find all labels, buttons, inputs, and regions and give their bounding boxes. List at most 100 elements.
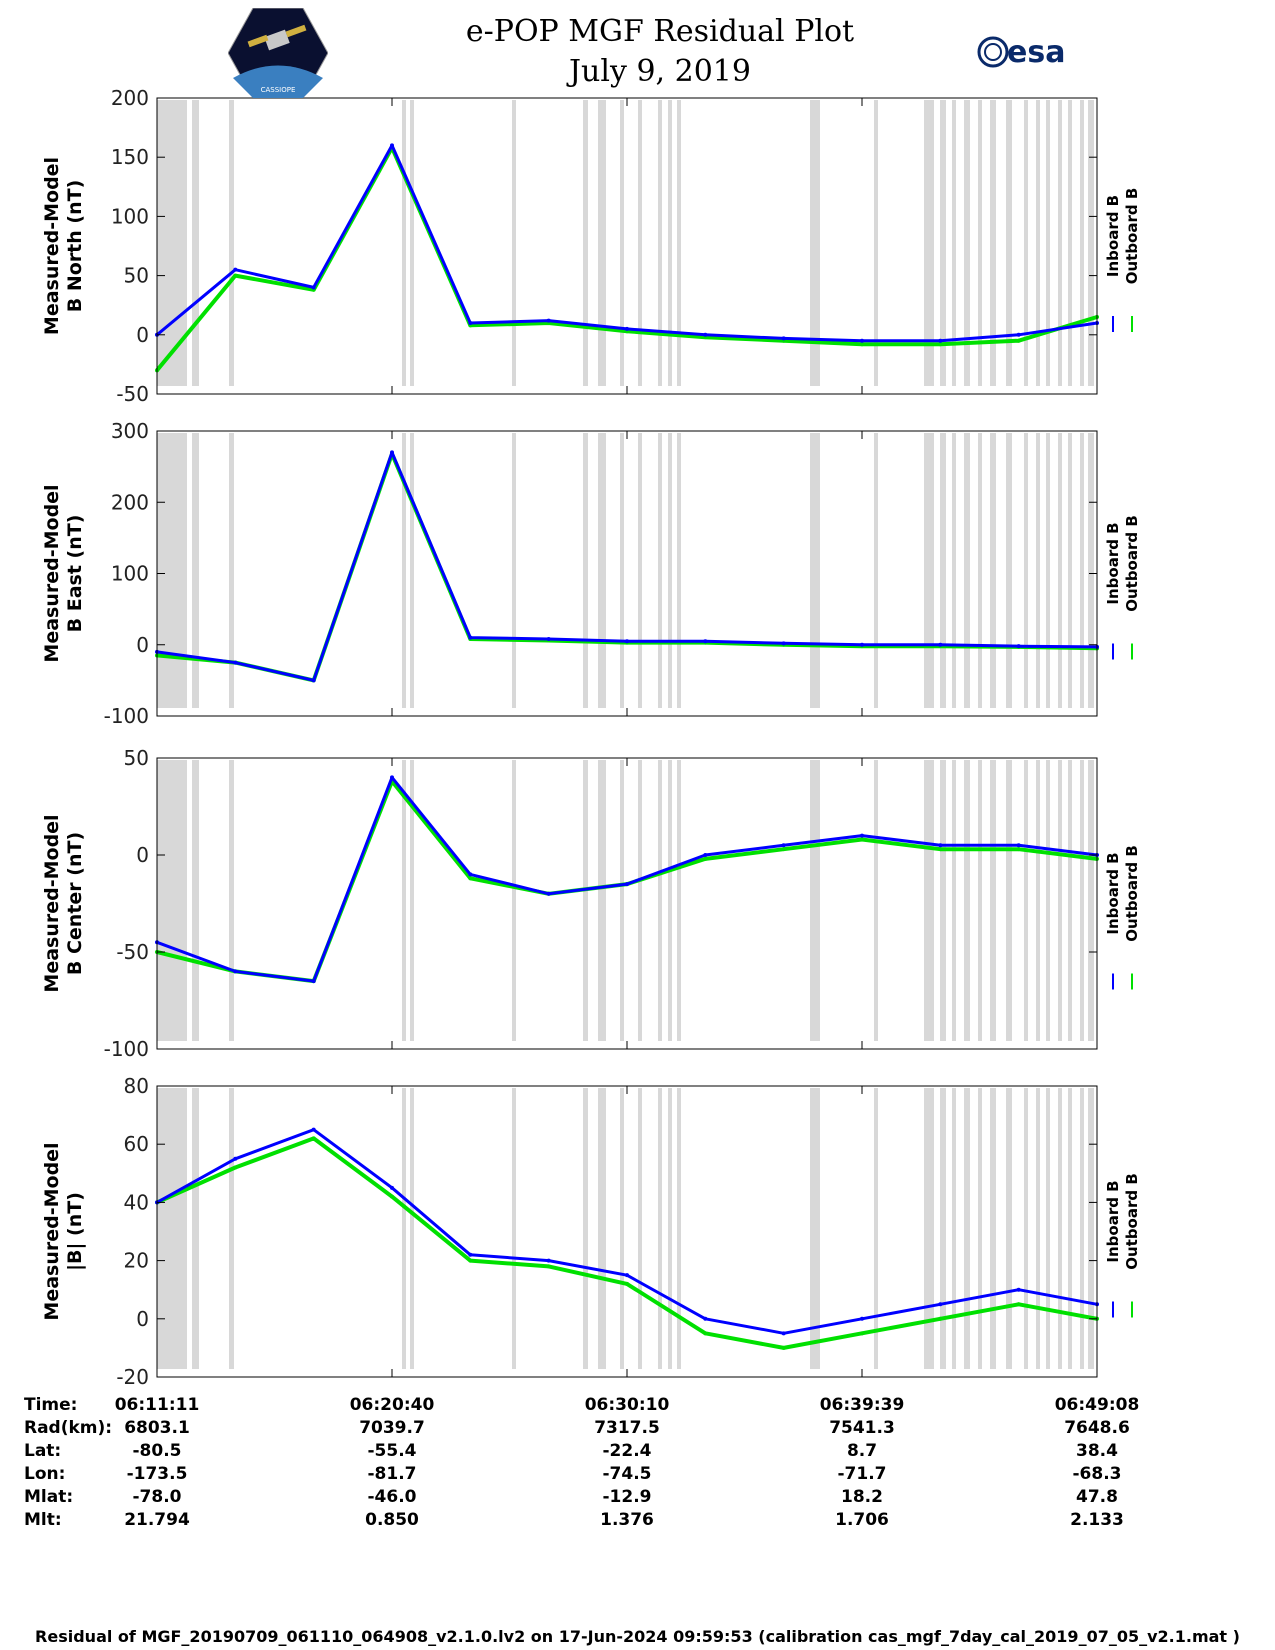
plot-title-block: e-POP MGF Residual Plot July 9, 2019 xyxy=(380,12,940,92)
orbit-value-lon: -68.3 xyxy=(1072,1464,1122,1484)
y-tick-label: -100 xyxy=(104,1037,149,1061)
data-gap-band xyxy=(924,100,934,386)
data-gap-band xyxy=(952,1088,956,1369)
y-axis-label-line: B Center (nT) xyxy=(64,832,86,975)
data-gap-band xyxy=(638,100,642,386)
data-gap-band xyxy=(598,433,606,708)
orbit-value-rad: 7039.7 xyxy=(359,1418,425,1438)
data-gap-band xyxy=(990,1088,996,1369)
data-point xyxy=(233,1165,238,1170)
data-gap-band xyxy=(1068,100,1072,386)
data-point xyxy=(781,336,786,341)
orbit-value-lon: -173.5 xyxy=(126,1464,188,1484)
data-gap-band xyxy=(229,1088,234,1369)
data-point xyxy=(781,1331,786,1336)
y-tick-label: 300 xyxy=(111,419,149,443)
orbit-value-mlt: 2.133 xyxy=(1070,1510,1124,1530)
data-gap-band xyxy=(598,100,606,386)
data-gap-band xyxy=(620,1088,624,1369)
data-gap-band xyxy=(638,760,642,1041)
y-axis-label-line: Measured-Model xyxy=(41,814,63,992)
data-gap-band xyxy=(620,760,624,1041)
data-gap-band xyxy=(668,100,672,386)
data-point xyxy=(390,450,394,455)
data-gap-band xyxy=(1068,1088,1072,1369)
data-point xyxy=(703,639,708,644)
data-point xyxy=(703,853,708,857)
data-point xyxy=(468,320,473,325)
data-point xyxy=(468,1252,473,1257)
data-gap-band xyxy=(1036,433,1040,708)
y-tick-label: 40 xyxy=(124,1190,149,1214)
data-gap-band xyxy=(1058,433,1062,708)
y-axis-label-line: Measured-Model xyxy=(41,157,63,335)
orbit-value-mlt: 21.794 xyxy=(124,1510,190,1530)
data-gap-band xyxy=(978,100,982,386)
legend-entry: Outboard B xyxy=(1123,845,1141,942)
data-point xyxy=(468,872,473,877)
data-point xyxy=(311,979,316,984)
data-point xyxy=(233,273,238,278)
data-point xyxy=(311,678,316,683)
orbit-row-label: Lat: xyxy=(24,1441,62,1461)
data-gap-band xyxy=(1006,433,1012,708)
data-point xyxy=(1016,644,1021,649)
data-gap-band xyxy=(952,433,956,708)
legend-entry: Inboard B xyxy=(1104,852,1122,934)
data-gap-band xyxy=(1024,433,1028,708)
orbit-value-mlat: -46.0 xyxy=(367,1487,417,1507)
data-gap-band xyxy=(1088,433,1094,708)
data-gap-band xyxy=(157,100,187,386)
y-axis-label: Measured-Model|B| (nT) xyxy=(41,1142,86,1320)
data-gap-band xyxy=(1046,100,1050,386)
legend-entry: Inboard B xyxy=(1104,195,1122,277)
data-gap-band xyxy=(583,100,588,386)
data-point xyxy=(860,837,864,842)
data-point xyxy=(938,847,943,852)
data-gap-band xyxy=(583,433,588,708)
data-gap-band xyxy=(810,100,820,386)
data-point xyxy=(781,847,786,852)
panel-4: -20 0 20 40 60 80 Measured-Model|B| (nT) Inboar… xyxy=(41,1074,1141,1389)
data-gap-band xyxy=(157,760,187,1041)
legend-entry: Outboard B xyxy=(1123,1173,1141,1270)
y-axis-label-line: B East (nT) xyxy=(64,515,86,633)
data-point xyxy=(781,843,786,848)
data-gap-band xyxy=(952,760,956,1041)
data-gap-band xyxy=(978,433,982,708)
data-gap-band xyxy=(1080,100,1084,386)
orbit-value-rad: 7648.6 xyxy=(1064,1418,1130,1438)
y-tick-label: -50 xyxy=(116,940,149,964)
data-gap-band xyxy=(192,100,199,386)
data-gap-band xyxy=(940,433,946,708)
orbit-value-mlat: 47.8 xyxy=(1076,1487,1118,1507)
data-point xyxy=(390,1194,394,1199)
data-gap-band xyxy=(677,760,681,1041)
data-gap-band xyxy=(1080,433,1084,708)
data-point xyxy=(1016,847,1021,852)
data-gap-band xyxy=(402,433,406,708)
orbit-value-lat: 8.7 xyxy=(846,1441,878,1461)
data-gap-band xyxy=(638,433,642,708)
orbit-value-mlat: -78.0 xyxy=(132,1487,182,1507)
orbit-value-lat: -80.5 xyxy=(132,1441,182,1461)
orbit-row-label: Mlat: xyxy=(24,1487,74,1507)
data-gap-band xyxy=(1006,100,1012,386)
data-gap-band xyxy=(1006,760,1012,1041)
data-gap-band xyxy=(964,433,970,708)
legend-labels: Inboard BOutboard B xyxy=(1104,515,1141,612)
orbit-value-lon: -71.7 xyxy=(837,1464,887,1484)
data-gap-band xyxy=(410,433,414,708)
legend-entry: Outboard B xyxy=(1123,188,1141,285)
data-gap-band xyxy=(677,1088,681,1369)
data-gap-band xyxy=(1080,1088,1084,1369)
data-gap-band xyxy=(810,1088,820,1369)
data-point xyxy=(546,1258,551,1263)
esa-logo: esa xyxy=(975,30,1065,79)
data-point xyxy=(1016,332,1021,337)
legend-labels: Inboard BOutboard B xyxy=(1104,845,1141,942)
data-gap-band xyxy=(1024,1088,1028,1369)
data-point xyxy=(1016,1302,1021,1307)
orbit-value-rad: 7541.3 xyxy=(829,1418,895,1438)
